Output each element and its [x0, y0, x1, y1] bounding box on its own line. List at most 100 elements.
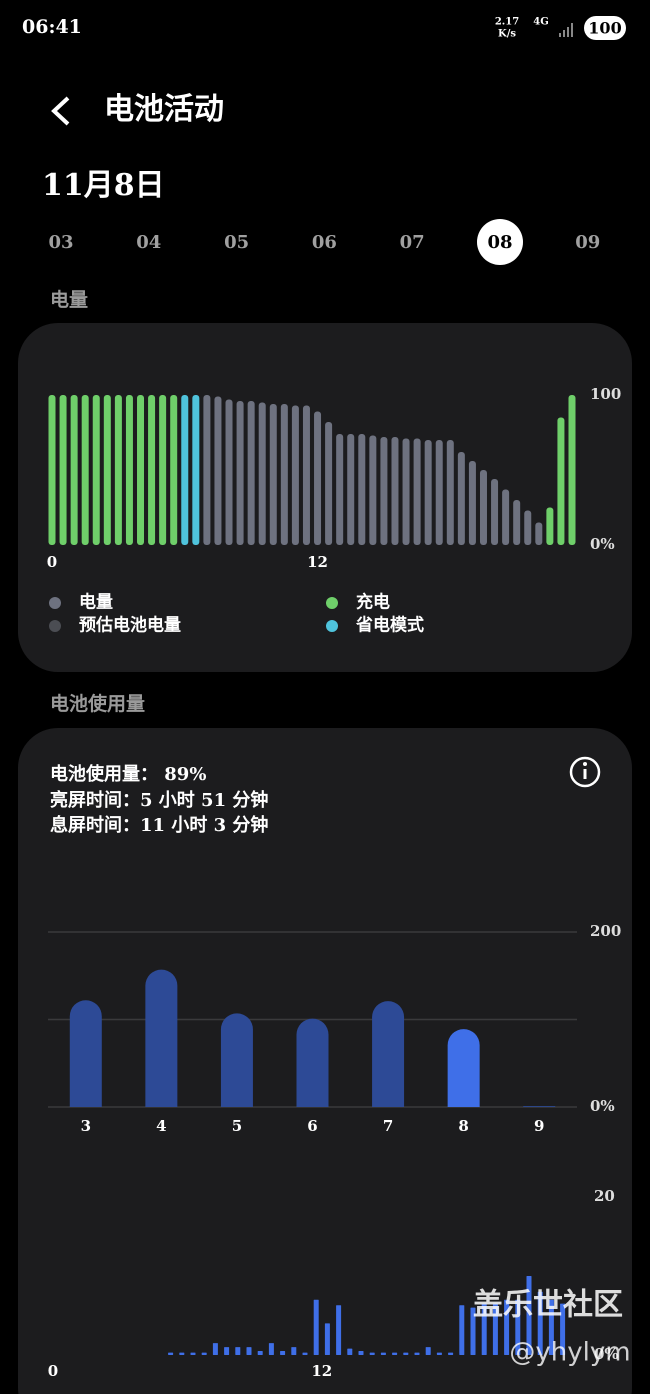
- bar: [523, 1106, 556, 1107]
- y-tick-label: 0%: [594, 1345, 619, 1363]
- bar: [347, 434, 355, 545]
- legend-swatch: [326, 597, 338, 609]
- section-label: 电池使用量: [50, 692, 145, 715]
- bar: [145, 969, 178, 1107]
- battery-icon: [584, 16, 626, 40]
- usage-line: 电池使用量： 89%: [50, 763, 206, 785]
- bar: [148, 395, 156, 545]
- bar: [179, 1352, 185, 1355]
- day-tab[interactable]: 05: [224, 232, 249, 253]
- bar: [268, 1343, 274, 1355]
- signal-icon: [559, 23, 573, 37]
- bar: [492, 1303, 498, 1355]
- bar: [280, 1351, 286, 1355]
- bar: [546, 507, 554, 545]
- bar: [425, 1347, 431, 1355]
- bar: [214, 396, 222, 545]
- watermark-brand: 盖乐世社区: [473, 1288, 623, 1323]
- bar: [257, 1351, 263, 1355]
- page-title: 电池活动: [104, 92, 224, 127]
- bar: [201, 1352, 207, 1355]
- legend-label: 省电模式: [355, 615, 424, 636]
- bar: [159, 395, 167, 545]
- date: 11月8日: [42, 168, 165, 203]
- bar: [414, 1352, 420, 1355]
- x-tick-label: 9: [534, 1117, 544, 1135]
- bar: [258, 402, 266, 545]
- y-tick-label: 20: [594, 1187, 615, 1205]
- bar: [220, 1013, 253, 1107]
- bar: [369, 435, 377, 545]
- y-tick-label: 200: [590, 922, 621, 940]
- bar: [358, 434, 366, 545]
- bar: [524, 510, 532, 545]
- bar: [413, 438, 421, 545]
- section-label: 电量: [50, 288, 88, 311]
- y-tick-label: 0%: [590, 1097, 615, 1115]
- day-tab[interactable]: 04: [136, 232, 161, 253]
- bar: [369, 1352, 375, 1355]
- x-tick-label: 0: [48, 1362, 58, 1380]
- x-tick-label: 8: [458, 1117, 468, 1135]
- bar: [568, 395, 576, 545]
- bar: [48, 395, 56, 545]
- bar: [314, 411, 322, 545]
- bar: [548, 1299, 554, 1355]
- info-button[interactable]: [569, 756, 601, 788]
- bar: [170, 395, 178, 545]
- bar: [302, 1352, 308, 1355]
- watermark-handle: @yhylym: [509, 1338, 630, 1368]
- back-button[interactable]: [51, 96, 70, 126]
- bar: [358, 1351, 364, 1355]
- bar: [491, 479, 499, 545]
- bar: [447, 1029, 480, 1107]
- bar: [296, 1018, 329, 1107]
- day-tab[interactable]: 08: [487, 232, 512, 253]
- bar: [247, 401, 255, 545]
- bar: [246, 1347, 252, 1355]
- bar: [424, 440, 432, 545]
- bar: [372, 1001, 405, 1107]
- bar: [380, 1352, 386, 1355]
- bar: [336, 1305, 342, 1355]
- bar: [325, 422, 333, 545]
- legend-swatch: [326, 620, 338, 632]
- day-tab[interactable]: 07: [400, 232, 425, 253]
- bar: [181, 395, 189, 545]
- bar: [203, 395, 211, 545]
- bar: [225, 399, 233, 545]
- x-tick-label: 0: [47, 553, 57, 571]
- bar: [192, 395, 200, 545]
- net-unit: K/s: [498, 29, 516, 40]
- x-tick-label: 5: [232, 1117, 242, 1135]
- bar: [224, 1347, 230, 1355]
- day-tab[interactable]: 03: [48, 232, 73, 253]
- day-tab[interactable]: 06: [312, 232, 337, 253]
- legend-swatch: [49, 597, 61, 609]
- bar: [92, 395, 100, 545]
- usage-line: 亮屏时间：5 小时 51 分钟: [50, 789, 268, 811]
- battery-level: 100: [588, 19, 621, 38]
- bar: [190, 1352, 196, 1355]
- bar: [137, 395, 145, 545]
- bar: [269, 404, 277, 545]
- bar: [459, 1305, 465, 1355]
- day-tab[interactable]: 09: [575, 232, 600, 253]
- bar: [557, 417, 565, 545]
- bar: [481, 1303, 487, 1355]
- bar: [347, 1348, 353, 1355]
- bar: [391, 437, 399, 545]
- bar: [103, 395, 111, 545]
- usage-line: 息屏时间：11 小时 3 分钟: [50, 814, 268, 836]
- x-tick-label: 3: [81, 1117, 91, 1135]
- bar: [70, 395, 78, 545]
- bar: [291, 405, 299, 545]
- bar: [380, 437, 388, 545]
- bar: [336, 434, 344, 545]
- bar: [402, 438, 410, 545]
- bar: [537, 1291, 543, 1355]
- bar: [560, 1303, 566, 1355]
- net-speed: 2.17: [495, 17, 519, 28]
- x-tick-label: 6: [307, 1117, 317, 1135]
